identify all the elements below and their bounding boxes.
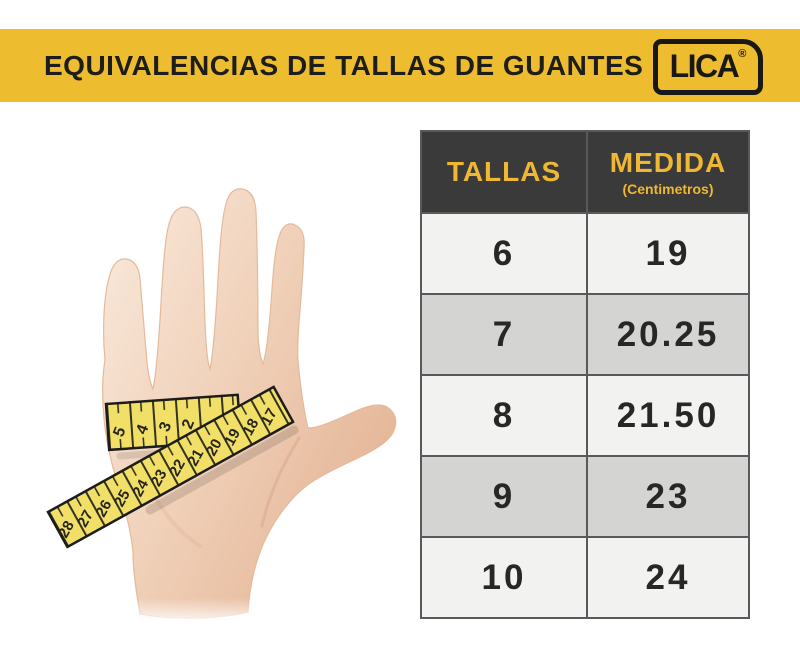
- measure-cell: 19: [586, 212, 750, 295]
- size-cell: 9: [420, 455, 588, 538]
- medida-label: MEDIDA: [609, 147, 727, 178]
- table-header-row: TALLAS MEDIDA (Centimetros): [420, 130, 750, 214]
- tape-number: 23: [148, 467, 171, 490]
- tape-number: 22: [166, 456, 189, 479]
- column-header-medida: MEDIDA (Centimetros): [586, 130, 750, 214]
- brand-logo: LICA ®: [653, 39, 763, 95]
- registered-mark-icon: ®: [738, 48, 747, 60]
- header-bar: EQUIVALENCIAS DE TALLAS DE GUANTES LICA …: [0, 29, 800, 102]
- palm-crease: [260, 436, 301, 528]
- size-cell: 7: [420, 293, 588, 376]
- tape-number: 28: [55, 518, 78, 541]
- tape-number: 17: [258, 406, 281, 429]
- diagonal-tape-measure: 28 27 26 25 24 23 22 21 20 19 18 17: [46, 385, 295, 549]
- medida-unit-sublabel: (Centimetros): [622, 181, 714, 197]
- tape-number: 26: [93, 497, 116, 520]
- measure-cell: 24: [586, 536, 750, 619]
- measure-cell: 23: [586, 455, 750, 538]
- tape-number: 19: [221, 426, 244, 449]
- tape-number: 27: [74, 507, 97, 530]
- size-cell: 8: [420, 374, 588, 457]
- tape-number: 24: [129, 476, 152, 499]
- column-header-tallas: TALLAS: [420, 130, 588, 214]
- tallas-label: TALLAS: [446, 156, 562, 187]
- tape-shadow: [145, 425, 299, 515]
- table-row: 8 21.50: [420, 374, 750, 457]
- table-row: 6 19: [420, 212, 750, 295]
- page-title: EQUIVALENCIAS DE TALLAS DE GUANTES: [44, 49, 644, 81]
- tape-number: 18: [239, 416, 262, 439]
- measure-cell: 20.25: [586, 293, 750, 376]
- logo-text: LICA: [669, 48, 740, 84]
- glove-size-table: TALLAS MEDIDA (Centimetros) 6 19 7 20.25…: [420, 130, 750, 619]
- size-cell: 6: [420, 212, 588, 295]
- wrist-fade: [118, 598, 264, 626]
- tape-number: 21: [184, 446, 207, 469]
- table-row: 10 24: [420, 536, 750, 619]
- tape-number: 20: [203, 436, 226, 459]
- table-row: 9 23: [420, 455, 750, 538]
- size-cell: 10: [420, 536, 588, 619]
- table-row: 7 20.25: [420, 293, 750, 376]
- measure-cell: 21.50: [586, 374, 750, 457]
- tape-number: 25: [111, 487, 134, 510]
- palm-tape-measure: 5 4 3 2: [104, 393, 243, 452]
